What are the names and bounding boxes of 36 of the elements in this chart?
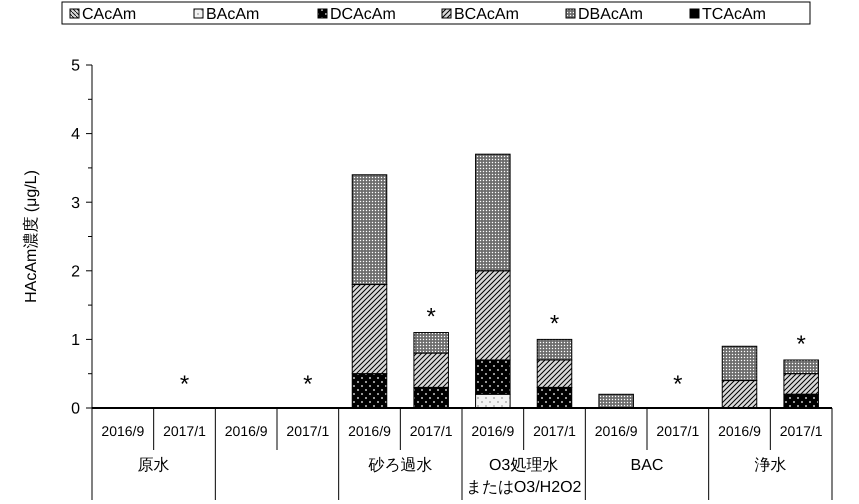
annotation: *	[796, 330, 806, 358]
x-tick-label: 2017/1	[533, 423, 576, 439]
x-tick-label: 2016/9	[471, 423, 514, 439]
text: BAC	[630, 457, 664, 474]
legend-label: CAcAm	[82, 6, 136, 23]
annotation: *	[180, 371, 190, 398]
text: 砂ろ過水	[367, 456, 432, 474]
annotation: *	[673, 371, 683, 398]
annotation: *	[426, 304, 436, 331]
x-tick-label: 2017/1	[286, 423, 330, 439]
annotation: *	[303, 371, 313, 398]
y-tick-label: 1	[71, 332, 80, 349]
text: 浄水	[754, 456, 786, 474]
x-tick-label: 2016/9	[594, 423, 638, 439]
legend-label: DBAcAm	[578, 6, 643, 23]
x-tick-label: 2016/9	[224, 423, 268, 439]
text: 原水	[138, 456, 170, 474]
legend-label: DCAcAm	[330, 6, 396, 23]
legend-label: BCAcAm	[454, 6, 519, 23]
x-tick-label: 2017/1	[656, 423, 700, 439]
legend-label: TCAcAm	[702, 6, 766, 23]
legend-label: BAcAm	[206, 6, 260, 23]
y-tick-label: 3	[71, 194, 80, 212]
text: O3処理水またはO3/H2O2	[466, 456, 582, 496]
x-tick-label: 2016/9	[348, 423, 392, 439]
y-axis-title: HAcAm濃度 (μg/L)	[22, 170, 40, 303]
x-tick-label: 2017/1	[163, 423, 206, 439]
y-tick-label: 4	[71, 126, 80, 144]
y-tick-label: 5	[71, 58, 80, 75]
y-tick-label: 2	[71, 263, 80, 280]
x-tick-label: 2017/1	[780, 423, 823, 439]
annotation: *	[550, 310, 560, 338]
x-tick-label: 2017/1	[410, 423, 453, 439]
x-tick-label: 2016/9	[101, 423, 144, 439]
x-tick-label: 2016/9	[718, 423, 762, 439]
y-tick-label: 0	[71, 400, 80, 418]
